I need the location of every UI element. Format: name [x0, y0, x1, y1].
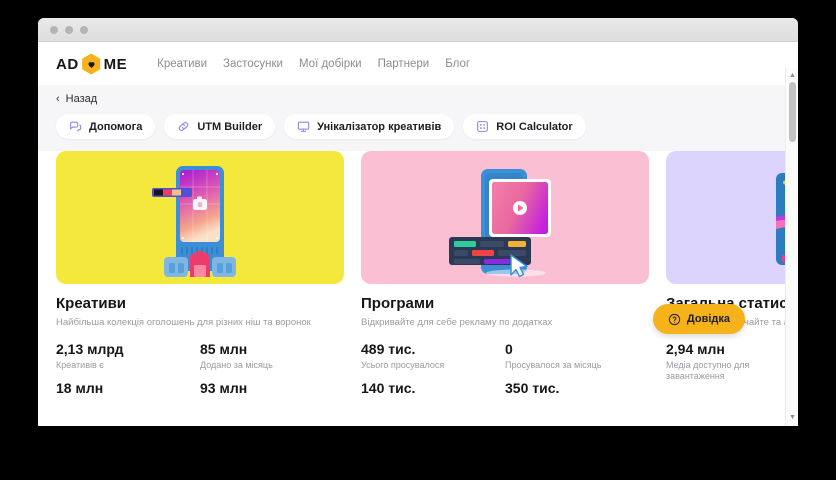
cards-row: Креативи Найбільша колекція оголошень дл… [38, 151, 798, 397]
scrollbar-thumb[interactable] [789, 82, 796, 142]
page-content: AD ME Креативи Застосунки Мої добірки Па… [38, 43, 798, 426]
minimize-dot[interactable] [65, 25, 73, 34]
calculator-grid-icon [477, 121, 489, 132]
stat-item: 2,13 млрд Креативів є [56, 341, 200, 371]
stat-item: 489 тис. Усього просувалося [361, 341, 505, 371]
monitor-icon [297, 121, 310, 132]
logo-text-left: AD [56, 55, 79, 73]
question-circle-icon [668, 313, 681, 325]
link-chain-icon [179, 122, 189, 131]
logo-text-right: ME [103, 55, 128, 73]
phone-camera-palette-illustration [152, 166, 236, 277]
card-programs-title: Програми [361, 295, 435, 312]
stat-label: Додано за місяць [200, 360, 273, 370]
nav-item-creatives[interactable]: Креативи [157, 58, 208, 70]
stat-item: 18 млн [56, 380, 200, 396]
stat-value: 18 млн [56, 380, 104, 397]
heart-icon [88, 61, 95, 68]
help-fab-button[interactable]: Довідка [652, 304, 745, 334]
card-general-statistics-thumbnail[interactable] [666, 151, 798, 284]
help-fab-label: Довідка [686, 313, 730, 325]
pill-creative-uniqualizer-label: Унікалізатор креативів [317, 120, 442, 133]
pill-roi-calculator[interactable]: ROI Calculator [463, 114, 586, 139]
stat-item: 140 тис. [361, 380, 505, 396]
stat-value: 93 млн [200, 380, 248, 397]
card-creatives-subtitle: Найбільша колекція оголошень для різних … [56, 317, 311, 328]
stat-item: 93 млн [200, 380, 344, 396]
close-dot[interactable] [50, 25, 58, 34]
stat-value: 85 млн [200, 341, 248, 357]
card-creatives-title: Креативи [56, 295, 127, 312]
card-general-statistics[interactable]: Загальна статистика Надихайтеся, вивчайт… [666, 151, 798, 396]
sub-header: ‹ Назад Допомога [38, 85, 785, 151]
stat-label: Усього просувалося [361, 360, 445, 370]
browser-viewport: AD ME Креативи Застосунки Мої добірки Па… [38, 43, 798, 426]
window-titlebar [38, 18, 798, 42]
maximize-dot[interactable] [80, 25, 88, 34]
phone-media-cards-illustration [776, 173, 798, 265]
card-programs[interactable]: Програми Відкривайте для себе рекламу по… [361, 151, 649, 396]
pill-utm-builder[interactable]: UTM Builder [164, 114, 276, 139]
scroll-down-arrow-icon[interactable]: ▼ [789, 414, 796, 421]
card-programs-thumbnail[interactable] [361, 151, 649, 284]
main-nav: Креативи Застосунки Мої добірки Партнери… [157, 58, 470, 70]
back-button-label: Назад [65, 93, 98, 105]
back-button[interactable]: ‹ Назад [56, 93, 767, 105]
chat-bubbles-icon [70, 121, 82, 132]
stat-value: 0 [505, 341, 513, 357]
site-header: AD ME Креативи Застосунки Мої добірки Па… [38, 43, 785, 85]
card-programs-stats: 489 тис. Усього просувалося 0 Просувалос… [361, 341, 649, 396]
pill-creative-uniqualizer[interactable]: Унікалізатор креативів [284, 114, 455, 139]
card-creatives[interactable]: Креативи Найбільша колекція оголошень дл… [56, 151, 344, 396]
phone-video-player-illustration [449, 169, 551, 278]
card-general-statistics-stats: 2,94 млн Медіа доступно для завантаження [666, 341, 798, 383]
chevron-left-icon: ‹ [56, 92, 60, 105]
stat-item: 2,94 млн Медіа доступно для завантаження [666, 341, 798, 383]
heart-hexagon-icon [81, 53, 102, 75]
stat-item: 85 млн Додано за місяць [200, 341, 344, 371]
stat-item: 0 Просувалося за місяць [505, 341, 649, 371]
browser-window: AD ME Креативи Застосунки Мої добірки Па… [38, 18, 798, 426]
pill-help[interactable]: Допомога [56, 114, 156, 139]
stat-value: 489 тис. [361, 341, 416, 357]
pill-help-label: Допомога [89, 120, 143, 133]
stat-label: Медіа доступно для завантаження [666, 360, 750, 382]
nav-item-partners[interactable]: Партнери [377, 58, 430, 70]
scroll-up-arrow-icon[interactable]: ▲ [789, 72, 796, 79]
stat-value: 350 тис. [505, 380, 560, 397]
card-creatives-stats: 2,13 млрд Креативів є 85 млн Додано за м… [56, 341, 344, 396]
card-programs-subtitle: Відкривайте для себе рекламу по додатках [361, 317, 553, 328]
stat-label: Просувалося за місяць [505, 360, 602, 370]
vertical-scrollbar[interactable]: ▲ ▼ [785, 68, 798, 426]
card-creatives-thumbnail[interactable] [56, 151, 344, 284]
stat-value: 2,13 млрд [56, 341, 124, 357]
logo[interactable]: AD ME [56, 53, 128, 75]
stat-label: Креативів є [56, 360, 104, 370]
stat-value: 2,94 млн [666, 341, 725, 357]
stat-item: 350 тис. [505, 380, 649, 396]
nav-item-apps[interactable]: Застосунки [223, 58, 283, 70]
nav-item-blog[interactable]: Блог [445, 58, 471, 70]
nav-item-my-collections[interactable]: Мої добірки [298, 58, 362, 70]
pill-roi-calculator-label: ROI Calculator [496, 120, 573, 133]
pill-utm-builder-label: UTM Builder [197, 120, 263, 133]
tool-pills: Допомога UTM Builder [56, 114, 767, 139]
stat-value: 140 тис. [361, 380, 416, 397]
